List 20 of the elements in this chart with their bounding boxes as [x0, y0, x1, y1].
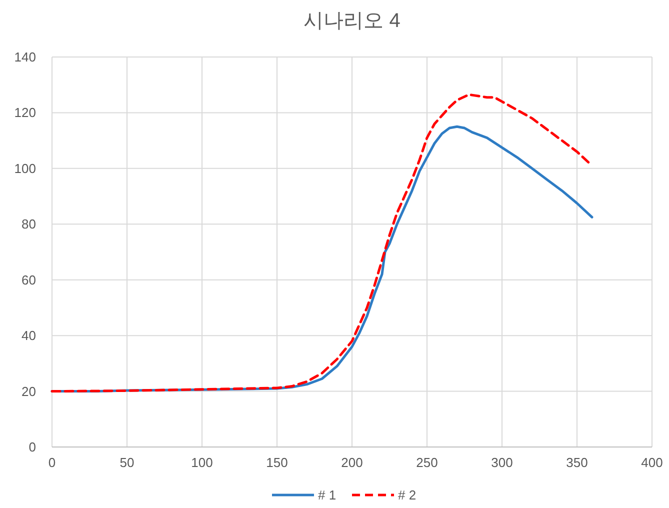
x-tick-label: 100: [191, 455, 213, 470]
y-tick-label: 60: [22, 272, 36, 288]
y-tick-label: 100: [14, 160, 36, 176]
x-tick-label: 50: [120, 455, 134, 470]
legend-label: # 1: [318, 488, 336, 502]
legend-label: # 2: [398, 488, 416, 502]
x-tick-label: 250: [416, 455, 438, 470]
y-tick-label: 120: [14, 105, 36, 120]
x-tick-label: 350: [566, 455, 588, 470]
y-tick-label: 140: [14, 50, 36, 64]
x-tick-label: 150: [266, 455, 288, 470]
y-tick-label: 20: [22, 384, 36, 399]
x-tick-label: 300: [491, 455, 513, 470]
y-tick-label: 80: [22, 216, 36, 232]
x-tick-label: 0: [48, 455, 56, 470]
chart-title: 시나리오 4: [304, 10, 400, 32]
y-tick-label: 40: [22, 328, 36, 344]
x-tick-label: 200: [341, 455, 363, 470]
x-tick-label: 400: [641, 455, 663, 470]
y-tick-label: 0: [28, 440, 36, 454]
